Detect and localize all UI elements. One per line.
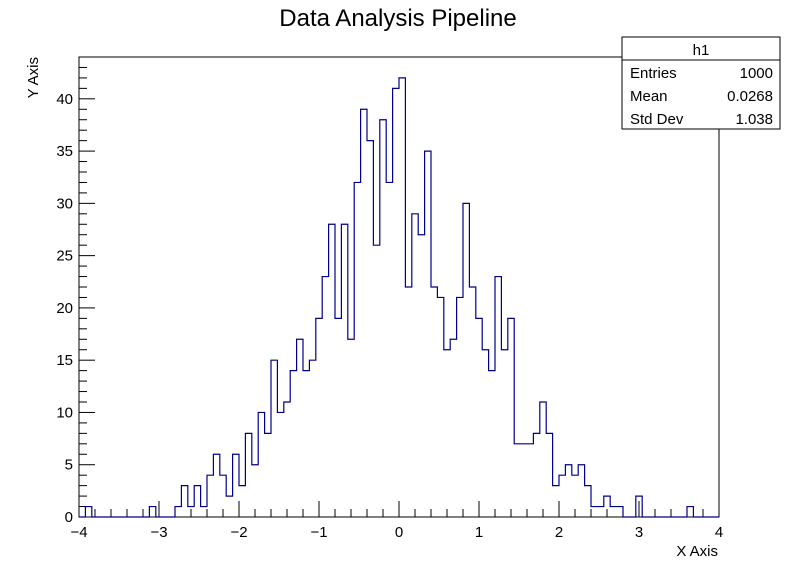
y-axis: 0 5 10 15 20 25 30 35 40 [56,56,95,526]
y-tick-label: 40 [56,91,73,108]
stats-entries-value: 1000 [740,65,773,82]
chart-title: Data Analysis Pipeline [279,5,516,32]
x-tick-label: −2 [230,524,247,541]
stats-name: h1 [693,42,710,59]
stats-box: h1 Entries 1000 Mean 0.0268 Std Dev 1.03… [621,36,781,130]
stats-stddev-label: Std Dev [630,111,684,128]
stats-stddev-value: 1.038 [735,111,773,128]
x-tick-label: −3 [150,524,167,541]
histogram-series [79,77,719,518]
x-tick-label: −4 [70,524,87,541]
x-tick-label: 1 [475,524,483,541]
x-axis: −4 −3 −2 −1 0 1 2 3 4 [70,501,723,541]
stats-entries-label: Entries [630,65,677,82]
y-tick-label: 30 [56,195,73,212]
y-tick-label: 10 [56,404,73,421]
x-tick-label: −1 [310,524,327,541]
stats-box-frame [621,36,781,130]
y-tick-label: 15 [56,352,73,369]
y-tick-label: 0 [65,509,73,526]
y-tick-label: 25 [56,248,73,265]
x-tick-label: 4 [715,524,723,541]
x-axis-label: X Axis [676,543,718,560]
stats-mean-value: 0.0268 [727,88,773,105]
y-tick-label: 5 [65,457,73,474]
y-axis-label: Y Axis [25,57,42,98]
y-tick-label: 20 [56,300,73,317]
x-tick-label: 2 [555,524,563,541]
x-tick-label: 3 [635,524,643,541]
y-tick-label: 35 [56,143,73,160]
x-tick-label: 0 [395,524,403,541]
stats-mean-label: Mean [630,88,668,105]
